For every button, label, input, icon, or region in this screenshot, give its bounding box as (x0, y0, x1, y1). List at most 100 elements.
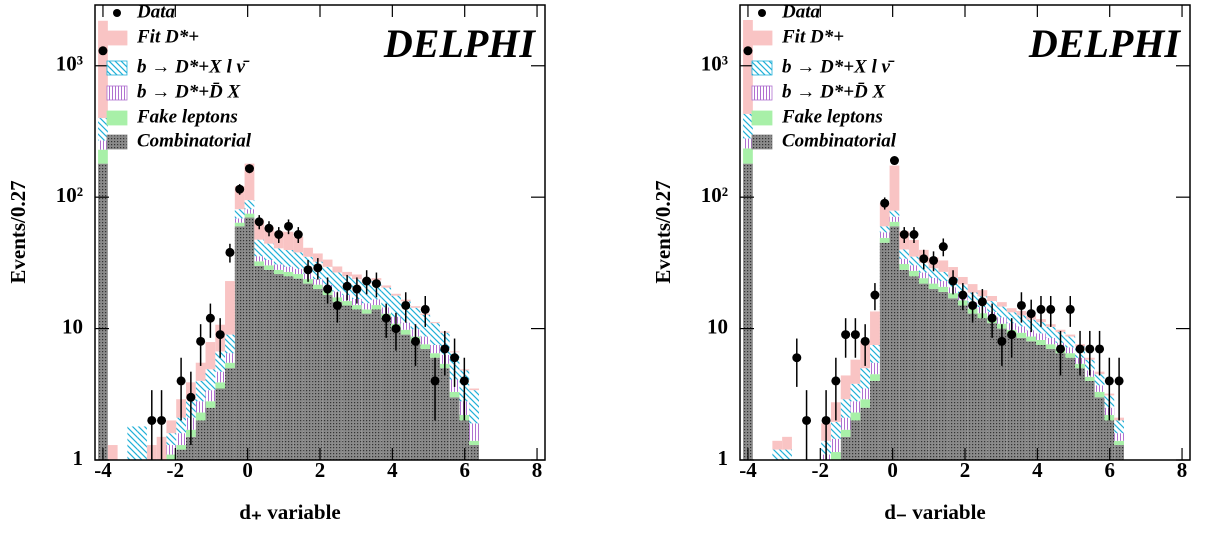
histogram-segment (381, 318, 392, 460)
legend-swatch (106, 110, 128, 126)
histogram-segment (1114, 440, 1124, 446)
histogram-segment (1016, 337, 1027, 460)
histogram-segment (254, 219, 265, 240)
histogram-segment (371, 309, 382, 460)
histogram-segment (1026, 330, 1037, 337)
histogram-segment (439, 368, 450, 460)
y-tick-label: 10 (707, 314, 728, 338)
histogram-segment (1036, 322, 1046, 334)
histogram-segment (997, 328, 1007, 460)
histogram-segment (957, 305, 968, 460)
histogram-segment (400, 329, 411, 335)
histogram-segment (322, 295, 333, 460)
histogram-segment (948, 293, 958, 299)
y-tick-label: 10 (62, 314, 83, 338)
data-point (831, 376, 841, 386)
data-point (938, 242, 948, 252)
data-point (997, 336, 1007, 346)
histogram-segment (840, 399, 851, 418)
histogram-segment (371, 299, 382, 306)
histogram-segment (1016, 326, 1027, 333)
histogram-segment (850, 412, 861, 421)
histogram-segment (293, 268, 304, 275)
histogram-segment (352, 309, 362, 460)
histogram-segment (928, 277, 939, 284)
histogram-segment (879, 232, 890, 238)
histogram-segment (264, 269, 274, 460)
histogram-segment (938, 291, 949, 460)
histogram-segment (244, 200, 255, 210)
histogram-segment (420, 344, 431, 349)
histogram-segment (293, 274, 304, 279)
data-point (1114, 376, 1124, 386)
histogram-segment (361, 313, 372, 460)
histogram-segment (391, 328, 401, 460)
data-point (420, 304, 430, 314)
histogram-segment (195, 380, 206, 402)
legend-label: Fake leptons (781, 106, 883, 127)
histogram-segment (264, 259, 274, 266)
legend-marker (113, 9, 121, 17)
histogram-segment (997, 317, 1007, 324)
histogram-segment (977, 318, 988, 460)
x-tick-label: 4 (387, 458, 398, 482)
histogram-segment (938, 281, 949, 287)
legend-label: Fake leptons (136, 106, 238, 127)
histogram-segment (469, 390, 479, 424)
histogram-segment (743, 19, 753, 114)
data-point (401, 300, 411, 310)
histogram-segment (870, 380, 880, 460)
histogram-segment (430, 323, 440, 346)
histogram-segment (1036, 345, 1046, 460)
histogram-segment (234, 209, 245, 219)
data-point (284, 221, 294, 231)
annotation: DELPHI (383, 21, 537, 66)
histogram-segment (342, 271, 353, 277)
histogram-segment (361, 303, 372, 310)
x-tick-label: 8 (532, 458, 543, 482)
data-point (1026, 309, 1036, 319)
histogram-segment (909, 265, 919, 271)
histogram-segment (244, 213, 255, 218)
histogram-segment (987, 296, 998, 302)
histogram-segment (1114, 420, 1124, 434)
data-point (802, 415, 812, 425)
data-point (293, 229, 303, 239)
histogram-segment (205, 369, 216, 391)
histogram-segment (244, 217, 255, 460)
histogram-segment (215, 382, 226, 389)
histogram-segment (322, 259, 333, 267)
histogram-segment (420, 336, 431, 345)
y-tick-label: 10² (56, 183, 83, 207)
histogram-segment (176, 433, 186, 446)
data-point (264, 223, 274, 233)
data-point (880, 198, 890, 208)
annotation: DELPHI (1028, 21, 1182, 66)
histogram-segment (234, 222, 245, 227)
histogram-segment (293, 252, 304, 269)
histogram-segment (840, 417, 851, 430)
histogram-segment (1045, 326, 1056, 338)
data-point (792, 353, 802, 363)
histogram-segment (850, 383, 861, 402)
histogram-segment (215, 371, 226, 383)
data-point (323, 284, 333, 294)
histogram-segment (234, 186, 245, 210)
histogram-segment (166, 454, 177, 460)
histogram-segment (283, 231, 294, 251)
data-point (215, 330, 225, 340)
histogram-segment (830, 421, 841, 439)
histogram-segment (449, 391, 460, 398)
legend-swatch (751, 85, 773, 101)
histogram-segment (997, 306, 1007, 318)
histogram-segment (400, 334, 411, 460)
histogram-segment (1065, 336, 1076, 348)
histogram-segment (469, 445, 479, 460)
histogram-segment (879, 237, 890, 243)
histogram-segment (918, 283, 929, 460)
legend-label: Data (136, 1, 176, 22)
histogram-segment (1045, 337, 1056, 345)
legend-label: Data (781, 1, 821, 22)
histogram-segment (244, 163, 255, 201)
histogram-segment (830, 452, 841, 460)
